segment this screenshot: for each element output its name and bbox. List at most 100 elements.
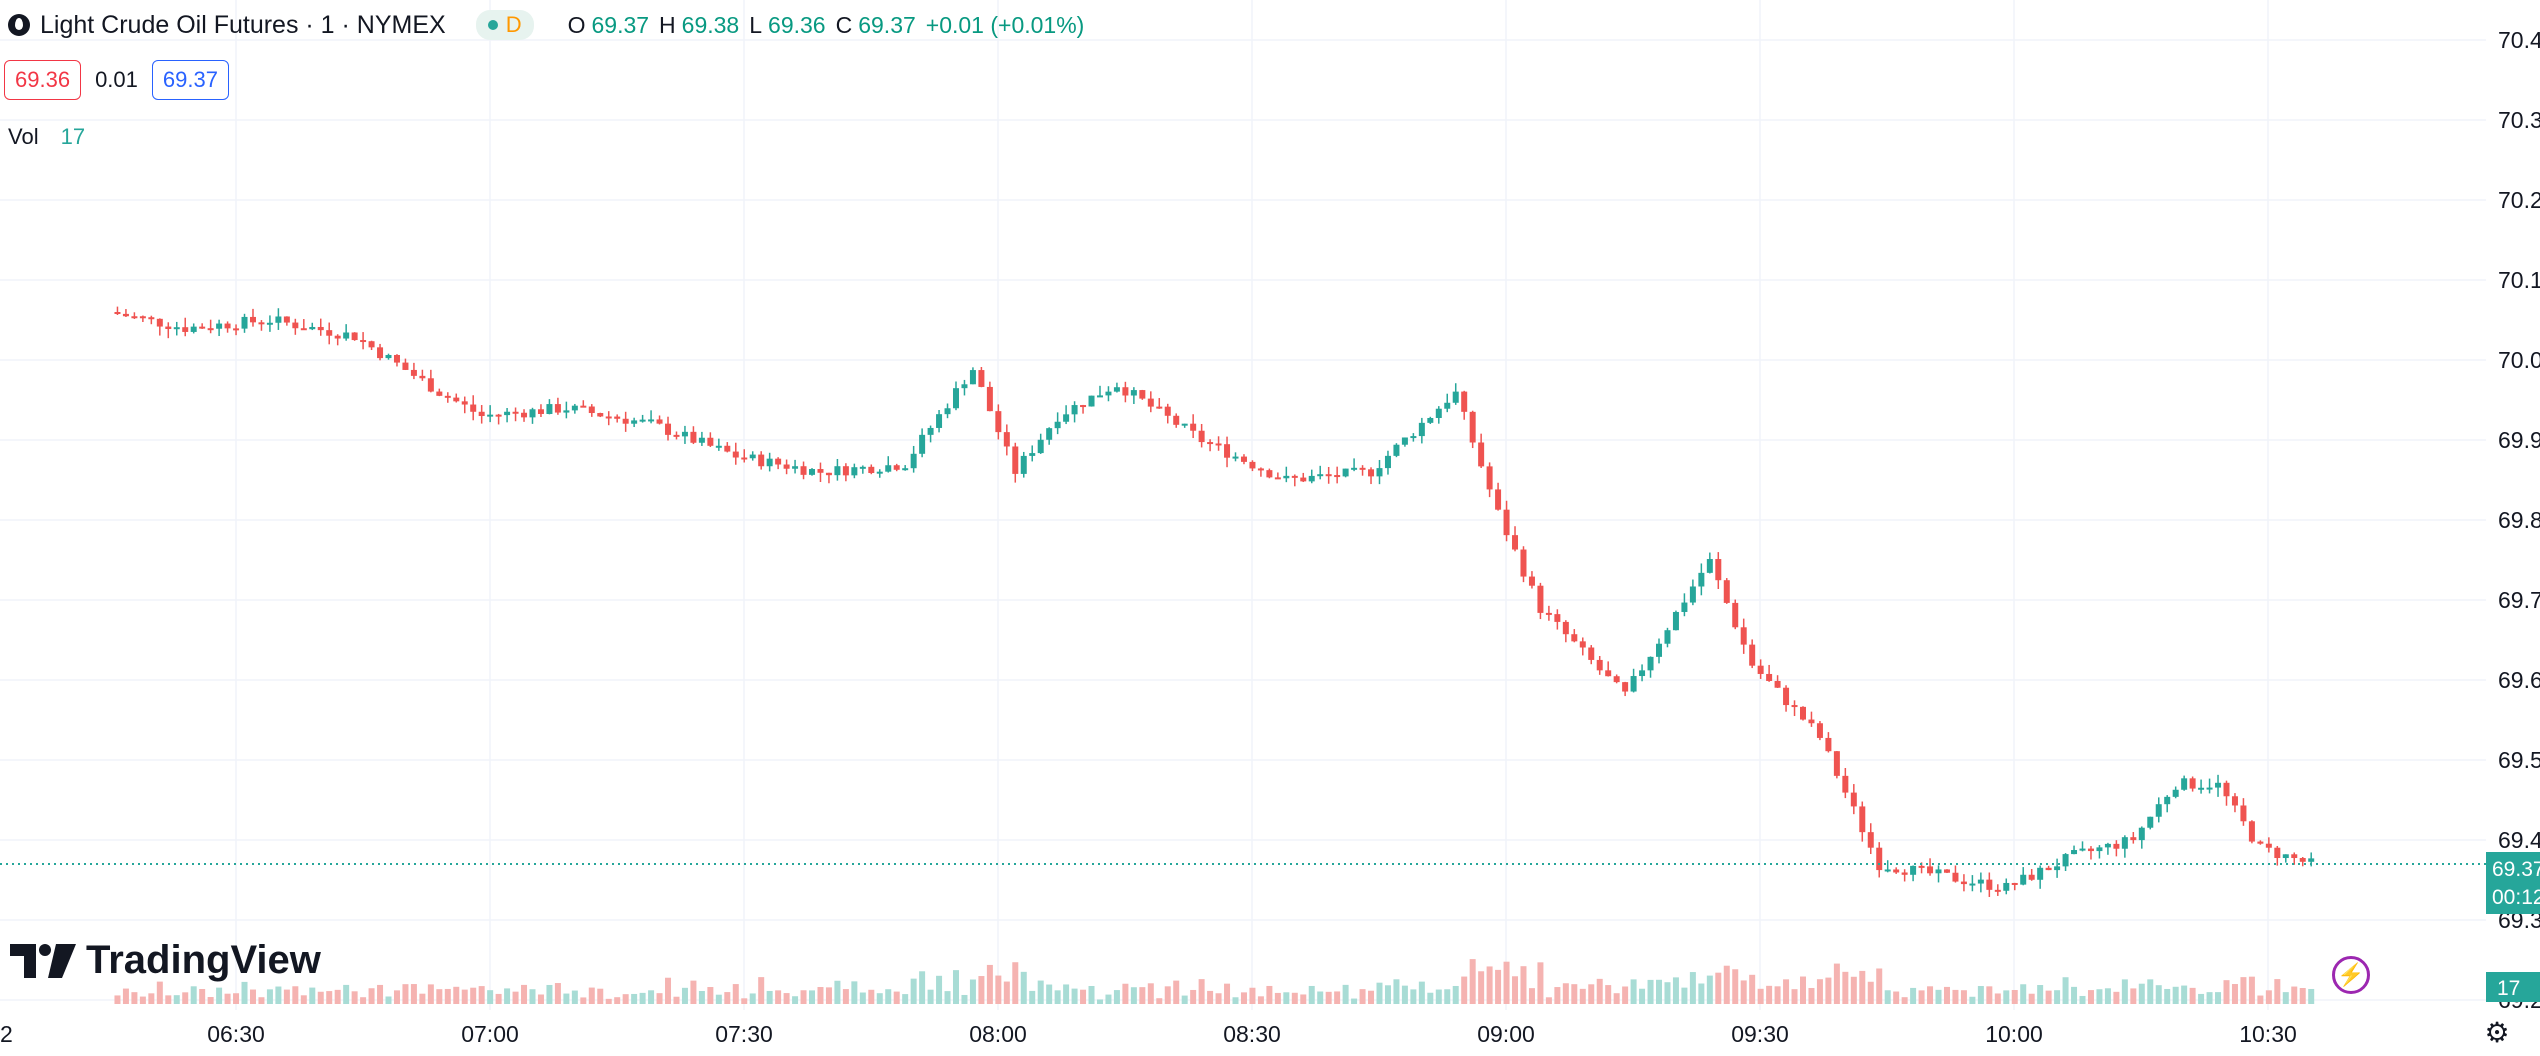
candle-body — [1342, 468, 1349, 477]
volume-bar — [427, 984, 434, 1004]
volume-bar — [944, 991, 951, 1004]
candle-body — [1291, 475, 1298, 478]
candle-body — [122, 313, 129, 317]
volume-bar — [1952, 989, 1959, 1004]
volume-bar — [1766, 985, 1773, 1004]
buy-button[interactable]: 69.37 — [151, 60, 229, 100]
candle-body — [952, 388, 959, 409]
candle-body — [715, 445, 722, 448]
candle-body — [2274, 847, 2281, 859]
volume-bar — [199, 989, 206, 1004]
candle-body — [1732, 602, 1739, 628]
candle-body — [1689, 586, 1696, 603]
candle-body — [631, 420, 638, 424]
candle-body — [512, 411, 519, 414]
candle-body — [1469, 411, 1476, 443]
spread-value: 0.01 — [95, 67, 138, 92]
candle-body — [368, 341, 375, 348]
volume-bar — [1088, 985, 1095, 1004]
price-tick-label: 70.20 — [2498, 187, 2540, 213]
price-tick-label: 70.30 — [2498, 107, 2540, 133]
volume-bar — [1122, 983, 1129, 1004]
volume-bar — [2087, 990, 2094, 1004]
candle-body — [775, 458, 782, 465]
volume-bar — [1418, 981, 1425, 1004]
candle-body — [1283, 475, 1290, 479]
candle-body — [1122, 387, 1129, 396]
candle-body — [148, 317, 155, 320]
symbol-title[interactable]: Light Crude Oil Futures · 1 · NYMEX — [40, 10, 446, 39]
candle-body — [1113, 387, 1120, 392]
volume-bar — [1799, 976, 1806, 1004]
volume-bar — [182, 992, 189, 1004]
volume-bar — [1935, 989, 1942, 1004]
candle-body — [656, 419, 663, 424]
sell-button[interactable]: 69.36 — [4, 60, 82, 100]
candle-body — [2020, 874, 2027, 885]
candle-body — [2003, 882, 2010, 891]
volume-bar — [724, 992, 731, 1004]
volume-bar — [2104, 988, 2111, 1004]
lightning-bolt-icon[interactable]: ⚡ — [2332, 956, 2370, 994]
candle-body — [402, 362, 409, 370]
candle-body — [1410, 436, 1417, 439]
volume-bar — [2113, 991, 2120, 1004]
volume-bar — [1351, 998, 1358, 1004]
volume-bar — [1291, 992, 1298, 1004]
candle-body — [868, 466, 875, 474]
volume-bar — [131, 992, 138, 1004]
candle-body — [1029, 453, 1036, 456]
time-tick-label: 08:30 — [1223, 1021, 1281, 1047]
candle-body — [741, 457, 748, 460]
candle-body — [537, 409, 544, 414]
volume-bar — [165, 995, 172, 1004]
candle-body — [2045, 867, 2052, 871]
volume-bar — [910, 978, 917, 1004]
gear-icon[interactable]: ⚙ — [2484, 1017, 2510, 1048]
volume-bar — [1232, 997, 1239, 1004]
candle-body — [690, 431, 697, 443]
volume-bar — [656, 993, 663, 1004]
last-price-label: 69.37 00:12 — [2486, 852, 2540, 914]
tradingview-logo[interactable]: TradingView — [10, 938, 321, 983]
candle-body — [1935, 869, 1942, 874]
market-status-pill[interactable]: D — [475, 10, 534, 40]
volume-bar — [1215, 993, 1222, 1004]
volume-bar — [351, 991, 358, 1004]
candle-body — [1579, 641, 1586, 648]
time-tick-label: 10:00 — [1985, 1021, 2043, 1047]
candle-body — [1351, 467, 1358, 470]
candle-body — [1994, 889, 2001, 892]
candle-body — [495, 414, 502, 417]
price-tick-label: 69.60 — [2498, 667, 2540, 693]
volume-bar — [1969, 996, 1976, 1004]
volume-bar — [1545, 997, 1552, 1004]
volume-bar — [410, 984, 417, 1004]
volume-bar — [1622, 986, 1629, 1004]
candle-body — [1156, 406, 1163, 409]
price-tick-label: 70.00 — [2498, 347, 2540, 373]
volume-bar — [1791, 989, 1798, 1004]
candle-body — [563, 410, 570, 413]
candle-body — [343, 332, 350, 339]
volume-bar — [1960, 990, 1967, 1004]
volume-bar — [563, 993, 570, 1004]
candle-body — [1664, 630, 1671, 644]
candle-body — [597, 413, 604, 417]
candle-body — [1977, 879, 1984, 884]
volume-bar — [2147, 979, 2154, 1004]
volume-bar — [419, 993, 426, 1004]
candle-body — [1495, 489, 1502, 510]
volume-bar — [825, 987, 832, 1004]
volume-bar — [1740, 980, 1747, 1004]
volume-bar — [851, 981, 858, 1004]
candle-body — [1571, 634, 1578, 642]
candle-body — [859, 466, 866, 469]
volume-bar — [283, 989, 290, 1004]
candle-body — [1596, 659, 1603, 671]
candle-body — [825, 472, 832, 476]
volume-bar — [1698, 983, 1705, 1004]
volume-legend[interactable]: Vol 17 — [8, 124, 85, 150]
